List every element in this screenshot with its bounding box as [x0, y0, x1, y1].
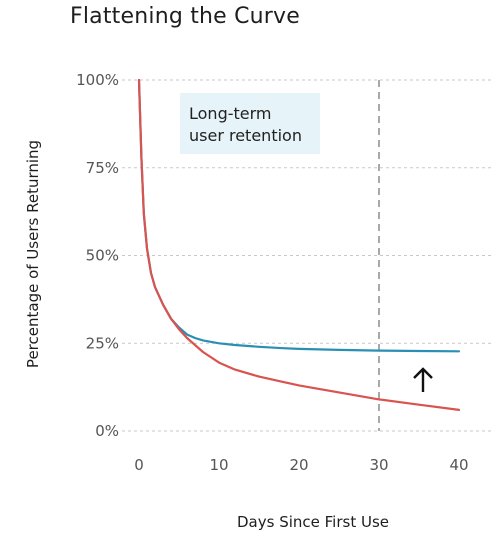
y-tick-label: 0%: [95, 422, 119, 440]
arrow-head: [413, 367, 433, 379]
series-line-red: [137, 78, 461, 411]
annotation-label-line-2: user retention: [189, 126, 302, 145]
up-arrow-icon: [413, 367, 433, 392]
x-tick-labels: 0 10 20 30 40: [134, 456, 468, 474]
series-layer: [137, 78, 461, 411]
annotation-label-line-1: Long-term: [189, 104, 272, 123]
x-tick-label: 40: [449, 456, 468, 474]
y-tick-labels: 0% 25% 50% 75% 100%: [76, 71, 119, 440]
x-tick-label: 10: [209, 456, 228, 474]
annotation-box: [180, 93, 320, 154]
chart-title: Flattening the Curve: [70, 4, 300, 29]
annotation-layer: Long-term user retention: [180, 80, 380, 431]
grid-layer: [122, 79, 492, 432]
y-tick-label: 75%: [86, 159, 119, 177]
y-tick-label: 100%: [76, 71, 119, 89]
x-axis-title: Days Since First Use: [237, 513, 389, 531]
x-tick-label: 0: [134, 456, 144, 474]
y-tick-label: 50%: [86, 247, 119, 265]
x-tick-label: 30: [369, 456, 388, 474]
x-tick-label: 20: [289, 456, 308, 474]
y-tick-label: 25%: [86, 334, 119, 352]
y-axis-title: Percentage of Users Returning: [24, 140, 42, 368]
